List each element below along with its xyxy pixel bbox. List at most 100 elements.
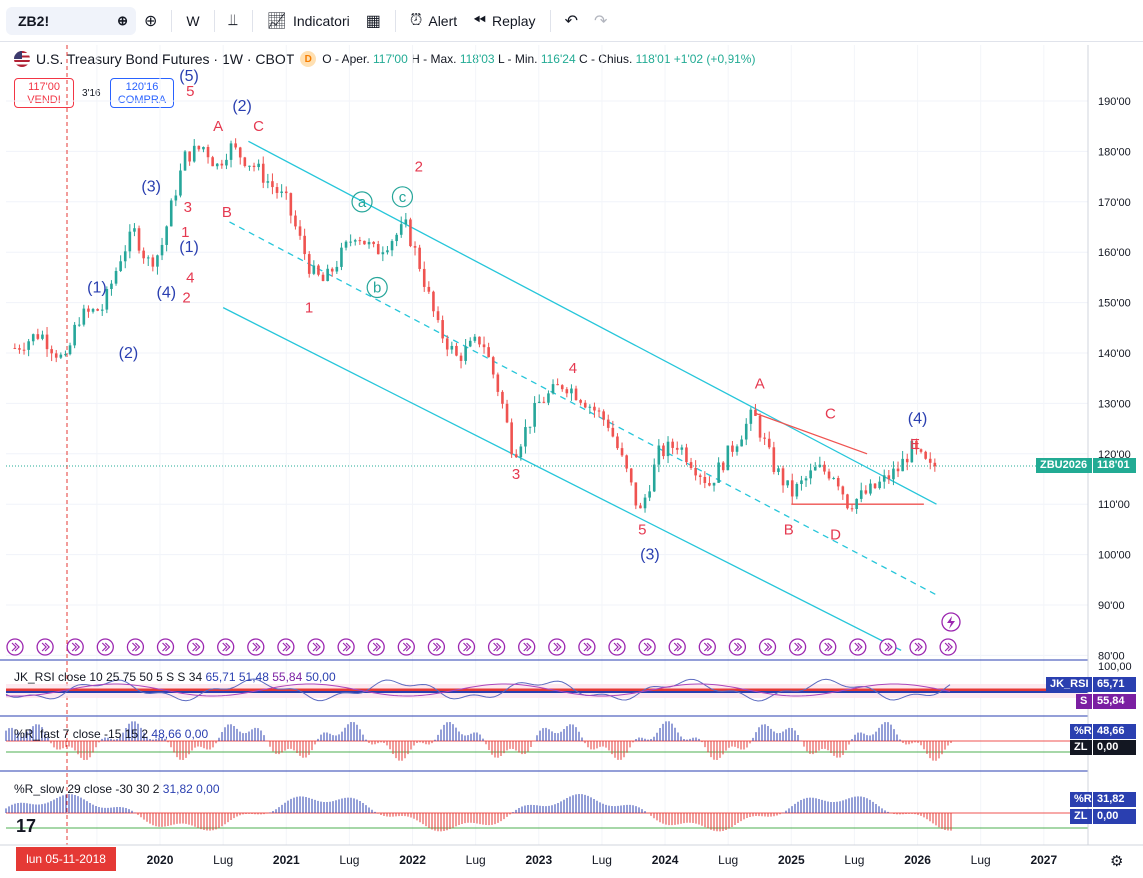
symbol-search[interactable]: ZB2! ⊕ xyxy=(6,6,136,35)
wave-label: (2) xyxy=(232,98,252,115)
time-tick-label: Lug xyxy=(213,853,233,867)
trend-line xyxy=(229,221,937,596)
candle-body xyxy=(864,490,868,494)
candle-body xyxy=(689,462,693,469)
templates-button[interactable]: ▦ xyxy=(358,6,389,36)
candle-body xyxy=(740,439,743,447)
r-fast-tag-name: %R xyxy=(1070,724,1092,739)
candle-body xyxy=(215,163,219,167)
candle-body xyxy=(450,345,454,350)
event-marker-arrows xyxy=(944,642,953,652)
candle-body xyxy=(36,334,40,339)
price-tick-label: 90'00 xyxy=(1098,600,1125,612)
r-fast-legend[interactable]: %R_fast 7 close -15 15 2 48,66 0,00 xyxy=(14,727,208,741)
price-tick-label: 170'00 xyxy=(1098,197,1131,209)
change-value: +1'02 (+0,91%) xyxy=(673,52,756,66)
rsi-band xyxy=(6,684,1088,698)
chart-title[interactable]: U.S. Treasury Bond Futures · 1W · CBOT xyxy=(36,51,295,67)
candle-body xyxy=(519,446,523,458)
event-marker-icon xyxy=(397,638,415,656)
candle-body xyxy=(298,226,302,236)
event-marker-icon xyxy=(66,638,84,656)
candle-body xyxy=(625,455,628,469)
r-fast-zl-value: 0,00 xyxy=(1093,740,1136,755)
symbol-menu-icon[interactable]: ⊕ xyxy=(117,12,128,28)
event-marker-icon xyxy=(788,638,807,656)
r-fast-tag-value: 48,66 xyxy=(1093,724,1136,739)
alert-button[interactable]: ⏰︎ Alert xyxy=(402,6,465,36)
candle-body xyxy=(850,508,854,510)
candle-body xyxy=(321,274,325,282)
candle-body xyxy=(399,224,403,235)
event-marker-arrows xyxy=(463,642,472,652)
candle-body xyxy=(878,481,881,489)
candle-body xyxy=(763,437,766,439)
event-marker-icon xyxy=(608,638,626,656)
event-marker-icon xyxy=(849,638,867,656)
gear-icon[interactable]: ⚙ xyxy=(1110,853,1124,870)
indicators-button[interactable]: 📈︎ Indicatori xyxy=(259,6,358,36)
buy-label: COMPRA xyxy=(117,94,167,106)
candle-body xyxy=(73,324,76,346)
price-tick-label: 180'00 xyxy=(1098,146,1131,158)
event-marker-arrows xyxy=(101,642,111,652)
price-tick-label: 130'00 xyxy=(1098,398,1131,410)
time-tick-label: Lug xyxy=(466,853,486,867)
candle-body xyxy=(220,163,224,166)
wave-label: 5 xyxy=(186,83,194,100)
candle-body xyxy=(588,406,592,408)
replay-button[interactable]: ⏪︎ Replay xyxy=(465,6,543,36)
close-value: 118'01 xyxy=(635,52,671,66)
rsi-value-1: 65,71 xyxy=(205,670,236,684)
candle-body xyxy=(905,458,909,463)
candle-body xyxy=(229,143,233,160)
candle-body xyxy=(142,250,145,259)
candle-body xyxy=(54,353,58,358)
candle-body xyxy=(786,480,789,486)
candle-body xyxy=(243,157,247,166)
candle-body xyxy=(372,241,375,245)
indicator-panes xyxy=(0,659,1088,832)
rsi-value-2: 51,48 xyxy=(238,670,269,684)
replay-label: Replay xyxy=(491,12,536,29)
ohlc-readout: O - Aper. 117'00 H - Max. 118'03 L - Min… xyxy=(322,52,755,66)
rsi-legend[interactable]: JK_RSI close 10 25 75 50 5 S S 34 65,71 … xyxy=(14,670,336,684)
event-marker-arrows xyxy=(252,642,261,652)
candle-body xyxy=(386,250,389,253)
chevron-down-icon: ▾ xyxy=(1127,56,1133,69)
candle-body xyxy=(317,265,320,275)
candle-body xyxy=(717,462,720,483)
candle-body xyxy=(680,447,684,450)
symbol-name: ZB2! xyxy=(18,12,50,29)
r-slow-zl-value: 0,00 xyxy=(1093,809,1136,824)
candle-body xyxy=(574,388,578,401)
interval-button[interactable]: W xyxy=(178,6,207,36)
wave-label: 1 xyxy=(181,224,189,241)
candle-body xyxy=(855,498,858,510)
sell-button[interactable]: 117'00 VENDI xyxy=(14,78,74,108)
candle-body xyxy=(639,505,642,509)
currency-selector[interactable]: USD ▾ xyxy=(1096,50,1138,74)
redo-button[interactable]: ↷ xyxy=(586,6,615,36)
candle-body xyxy=(445,338,449,350)
wave-label: C xyxy=(825,406,836,423)
r-fast-value-1: 48,66 xyxy=(151,727,182,741)
top-toolbar: ZB2! ⊕ ⊕ W ⫫ 📈︎ Indicatori ▦ ⏰︎ Alert ⏪︎… xyxy=(0,0,1143,42)
lightning-icon xyxy=(941,612,961,632)
r-slow-legend[interactable]: %R_slow 29 close -30 30 2 31,82 0,00 xyxy=(14,782,220,796)
candle-body xyxy=(18,348,21,350)
candle-body xyxy=(671,441,674,448)
candle-body xyxy=(468,340,472,347)
chart-type-button[interactable]: ⫫ xyxy=(221,6,246,36)
event-marker-arrows xyxy=(11,642,20,652)
candle-body xyxy=(234,143,237,148)
r-fast-label: %R_fast 7 close -15 15 2 xyxy=(14,727,149,741)
compare-button[interactable]: ⊕ xyxy=(136,6,165,36)
event-marker-icon xyxy=(247,638,265,656)
buy-button[interactable]: 120'16 COMPRA xyxy=(110,78,174,108)
event-marker-arrows xyxy=(673,642,683,652)
event-marker-icon xyxy=(698,638,716,656)
undo-button[interactable]: ↶ xyxy=(557,6,586,36)
candle-body xyxy=(744,423,748,440)
